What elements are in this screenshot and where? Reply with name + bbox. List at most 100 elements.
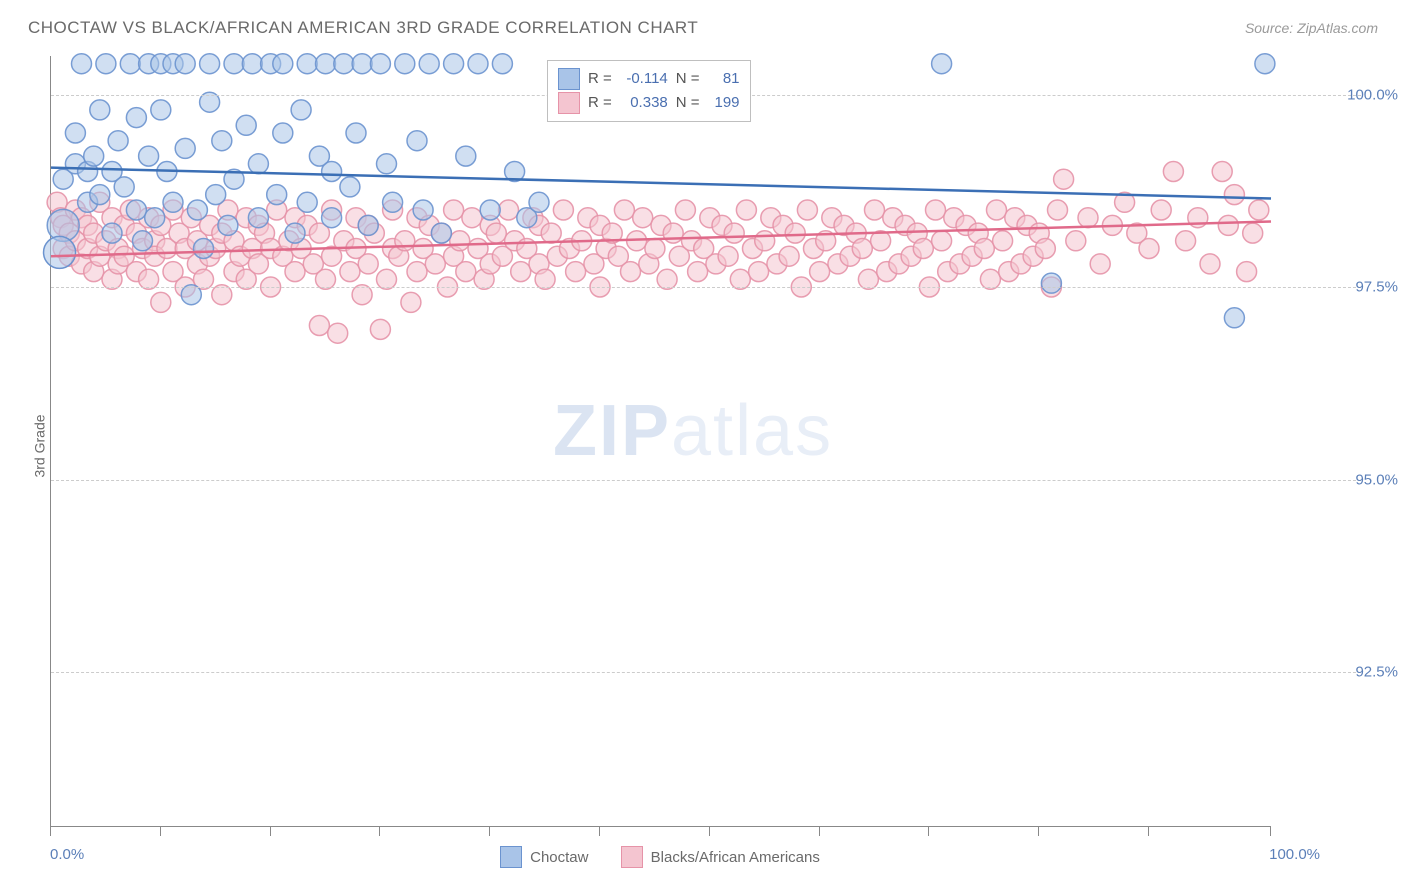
- plot-area: ZIPatlas: [50, 56, 1271, 827]
- scatter-point: [273, 54, 293, 74]
- stats-n-val-1: 81: [708, 67, 740, 91]
- scatter-point: [72, 54, 92, 74]
- scatter-point: [383, 192, 403, 212]
- legend-swatch-black: [621, 846, 643, 868]
- scatter-point: [84, 146, 104, 166]
- scatter-point: [175, 54, 195, 74]
- scatter-point: [1255, 54, 1275, 74]
- scatter-point: [322, 208, 342, 228]
- x-tick: [270, 826, 271, 836]
- scatter-point: [1163, 162, 1183, 182]
- scatter-point: [194, 239, 214, 259]
- x-tick: [50, 826, 51, 836]
- scatter-point: [499, 200, 519, 220]
- scatter-point: [987, 200, 1007, 220]
- x-tick: [928, 826, 929, 836]
- scatter-point: [645, 239, 665, 259]
- scatter-point: [1237, 262, 1257, 282]
- scatter-point: [913, 239, 933, 259]
- y-axis-label: 3rd Grade: [32, 414, 48, 477]
- scatter-point: [553, 200, 573, 220]
- scatter-point: [206, 185, 226, 205]
- scatter-point: [993, 231, 1013, 251]
- scatter-point: [340, 177, 360, 197]
- scatter-point: [444, 54, 464, 74]
- scatter-point: [724, 223, 744, 243]
- scatter-point: [1176, 231, 1196, 251]
- scatter-point: [340, 262, 360, 282]
- scatter-point: [462, 208, 482, 228]
- scatter-point: [133, 231, 153, 251]
- source-name: ZipAtlas.com: [1297, 20, 1378, 36]
- scatter-point: [456, 146, 476, 166]
- scatter-point: [675, 200, 695, 220]
- scatter-point: [529, 192, 549, 212]
- scatter-point: [1151, 200, 1171, 220]
- scatter-point: [1249, 200, 1269, 220]
- scatter-point: [1212, 162, 1232, 182]
- scatter-point: [126, 200, 146, 220]
- scatter-point: [468, 54, 488, 74]
- scatter-point: [1224, 185, 1244, 205]
- x-tick: [1148, 826, 1149, 836]
- scatter-point: [267, 185, 287, 205]
- scatter-point: [541, 223, 561, 243]
- scatter-point: [614, 200, 634, 220]
- scatter-point: [358, 254, 378, 274]
- legend-swatch-choctaw: [500, 846, 522, 868]
- stats-r-val-1: -0.114: [620, 67, 668, 91]
- scatter-point: [102, 223, 122, 243]
- scatter-point: [65, 123, 85, 143]
- scatter-point: [1035, 239, 1055, 259]
- scatter-point: [407, 131, 427, 151]
- scatter-point: [480, 200, 500, 220]
- scatter-point: [273, 123, 293, 143]
- scatter-point: [236, 115, 256, 135]
- scatter-point: [1041, 273, 1061, 293]
- scatter-point: [413, 200, 433, 220]
- scatter-point: [407, 262, 427, 282]
- y-tick-label: 97.5%: [1328, 279, 1398, 296]
- gridline-h: [51, 480, 1361, 481]
- scatter-point: [1139, 239, 1159, 259]
- legend-label-black: Blacks/African Americans: [651, 849, 820, 866]
- scatter-point: [1054, 169, 1074, 189]
- scatter-point: [785, 223, 805, 243]
- scatter-point: [145, 208, 165, 228]
- scatter-point: [779, 246, 799, 266]
- stats-swatch-black: [558, 92, 580, 114]
- scatter-point: [285, 223, 305, 243]
- x-tick: [599, 826, 600, 836]
- scatter-point: [291, 100, 311, 120]
- scatter-point: [151, 100, 171, 120]
- scatter-point: [932, 231, 952, 251]
- scatter-point: [90, 100, 110, 120]
- scatter-point: [456, 262, 476, 282]
- scatter-point: [377, 154, 397, 174]
- x-tick-container: [50, 826, 1270, 838]
- scatter-point: [248, 208, 268, 228]
- scatter-point: [309, 316, 329, 336]
- scatter-point: [401, 292, 421, 312]
- scatter-point: [175, 138, 195, 158]
- y-tick-label: 100.0%: [1328, 86, 1398, 103]
- source-label: Source:: [1245, 20, 1297, 36]
- scatter-plot-svg: [51, 56, 1271, 826]
- scatter-point: [322, 162, 342, 182]
- scatter-point: [370, 54, 390, 74]
- scatter-point: [810, 262, 830, 282]
- scatter-point: [114, 177, 134, 197]
- chart-title: CHOCTAW VS BLACK/AFRICAN AMERICAN 3RD GR…: [28, 18, 698, 38]
- x-tick: [489, 826, 490, 836]
- scatter-point: [425, 254, 445, 274]
- scatter-point: [126, 108, 146, 128]
- scatter-point: [718, 246, 738, 266]
- scatter-point: [370, 319, 390, 339]
- scatter-point: [486, 223, 506, 243]
- scatter-point: [212, 131, 232, 151]
- scatter-point: [1224, 308, 1244, 328]
- scatter-point: [200, 54, 220, 74]
- scatter-point: [285, 262, 305, 282]
- legend-item-black: Blacks/African Americans: [621, 846, 820, 868]
- bottom-legend: Choctaw Blacks/African Americans: [50, 846, 1270, 872]
